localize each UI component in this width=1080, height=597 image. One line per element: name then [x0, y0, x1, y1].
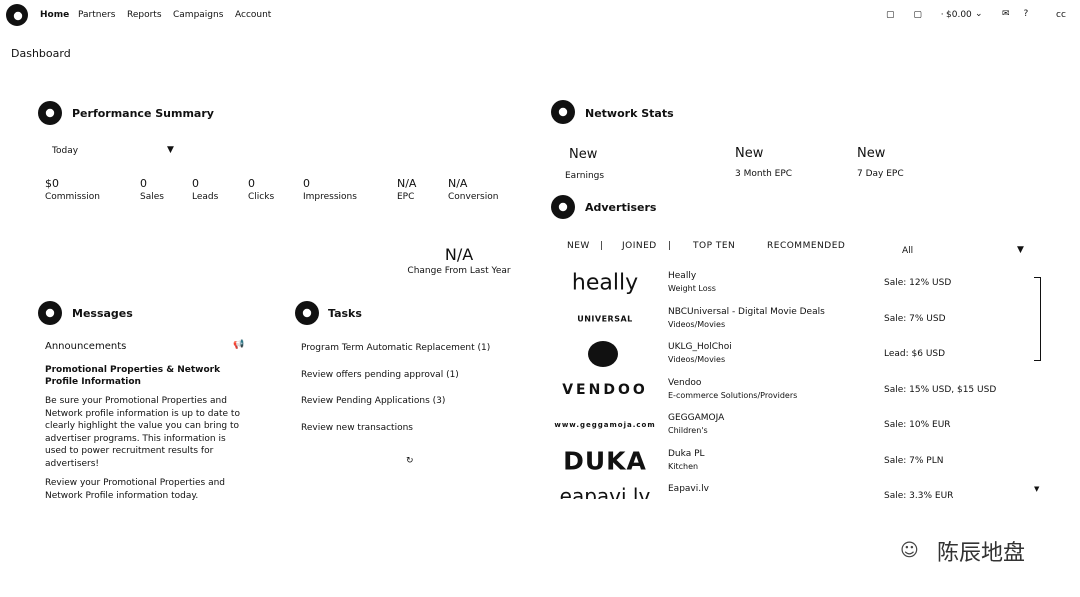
balance-caret[interactable]: ⌄ — [975, 9, 983, 19]
section-title: Tasks — [328, 307, 362, 320]
advertiser-logo: eapavi.lv — [559, 484, 651, 499]
change-label: Change From Last Year — [407, 266, 511, 276]
metric-label: Leads — [192, 192, 219, 202]
announcement-title: Promotional Properties & Network Profile… — [45, 365, 221, 387]
advertiser-offer: Sale: 10% EUR — [884, 420, 951, 430]
metric-value: 0 — [248, 177, 255, 190]
metric-value: 0 — [192, 177, 199, 190]
megaphone-icon: 📢 — [233, 340, 245, 350]
messages-icon — [38, 301, 62, 325]
advertiser-logo: UNIVERSAL — [577, 314, 633, 323]
tab-divider: | — [600, 241, 604, 251]
tab[interactable]: TOP TEN — [693, 241, 736, 251]
advertiser-logo: www.geggamoja.com — [554, 421, 656, 429]
metric-label: EPC — [397, 192, 415, 202]
task-item[interactable]: Review offers pending approval (1) — [301, 369, 459, 380]
advertiser-name[interactable]: UKLG_HolChoi — [668, 342, 732, 352]
advertiser-category: Weight Loss — [668, 284, 716, 293]
metric-value: N/A — [448, 177, 468, 190]
nav-item[interactable]: Reports — [127, 10, 162, 20]
task-item[interactable]: Review Pending Applications (3) — [301, 396, 446, 407]
stat-label: Earnings — [565, 171, 605, 181]
advertiser-logo — [588, 341, 618, 367]
select-caret[interactable]: ▼ — [1017, 245, 1024, 255]
scrollbar[interactable] — [1034, 277, 1041, 361]
advertiser-category: Videos/Movies — [668, 319, 726, 329]
advertiser-offer: Sale: 3.3% EUR — [884, 491, 954, 499]
stat-label: 7 Day EPC — [857, 169, 904, 179]
filter-select[interactable]: All — [902, 246, 914, 256]
stat-value: New — [735, 146, 764, 161]
nav-item[interactable]: Campaigns — [173, 10, 224, 20]
section-title: Advertisers — [585, 201, 657, 214]
stat-label: 3 Month EPC — [735, 169, 793, 179]
metric-label: Conversion — [448, 192, 499, 202]
advertiser-category: Kitchen — [668, 461, 699, 471]
tab[interactable]: RECOMMENDED — [767, 241, 846, 251]
advertiser-list: heally Heally Weight Loss Sale: 12% USD UNIV… — [550, 266, 1020, 500]
task-item[interactable]: Program Term Automatic Replacement (1) — [301, 343, 491, 353]
metric-value: $0 — [45, 177, 59, 190]
app-logo[interactable] — [6, 4, 28, 26]
scroll-down[interactable]: ▼ — [1034, 485, 1040, 493]
advertiser-category: Videos/Movies — [668, 355, 726, 364]
toolbar-icons[interactable]: ▢ ▢ · — [886, 10, 952, 20]
select-caret[interactable]: ▼ — [167, 145, 174, 155]
nav-item[interactable]: Account — [235, 10, 272, 20]
advertiser-offer: Sale: 7% PLN — [884, 455, 944, 466]
advertiser-name[interactable]: Duka PL — [668, 448, 705, 459]
nav-item[interactable]: Home — [40, 10, 70, 20]
advertiser-name[interactable]: Heally — [668, 271, 697, 281]
tab-divider: | — [668, 241, 672, 251]
advertiser-category: Children's — [668, 426, 708, 435]
advertiser-offer: Lead: $6 USD — [884, 349, 946, 359]
stat-value: New — [857, 146, 886, 161]
nav-item[interactable]: Partners — [78, 10, 116, 20]
metric-value: 0 — [140, 177, 147, 190]
watermark-icon: ☺ — [900, 540, 919, 561]
announcements-heading: Announcements — [45, 341, 127, 352]
metric-label: Commission — [45, 192, 100, 202]
paragraph: Review your Promotional Properties and N… — [45, 478, 226, 501]
metric-label: Impressions — [303, 192, 357, 202]
advertiser-offer: Sale: 15% USD, $15 USD — [884, 384, 997, 395]
performance-icon — [38, 101, 62, 125]
stat-value: New — [569, 147, 598, 162]
section-title: Network Stats — [585, 107, 674, 120]
advertiser-category: E-commerce Solutions/Providers — [668, 390, 798, 400]
metric-label: Sales — [140, 192, 164, 202]
page-title: Dashboard — [11, 47, 71, 60]
tab[interactable]: JOINED — [622, 241, 657, 251]
advertiser-logo: DUKA — [563, 446, 647, 475]
network-icon — [551, 100, 575, 124]
metric-value: 0 — [303, 177, 310, 190]
metric-value: N/A — [397, 177, 417, 190]
advertiser-offer: Sale: 12% USD — [884, 278, 952, 288]
metric-label: Clicks — [248, 192, 275, 202]
advertiser-name[interactable]: GEGGAMOJA — [668, 413, 725, 423]
advertiser-name[interactable]: NBCUniversal - Digital Movie Deals — [668, 306, 825, 317]
spinner: ↻ — [406, 456, 414, 466]
advertiser-logo: VENDOO — [562, 381, 648, 398]
header-icons[interactable]: ✉? — [1002, 9, 1043, 19]
user-menu[interactable]: cc — [1056, 10, 1066, 20]
balance[interactable]: $0.00 — [946, 10, 972, 20]
advertiser-logo: heally — [571, 270, 639, 296]
section-title: Messages — [72, 307, 133, 320]
advertiser-name[interactable]: Vendoo — [668, 377, 702, 388]
period-select[interactable]: Today — [52, 146, 79, 156]
advertiser-name[interactable]: Eapavi.lv — [668, 484, 709, 494]
watermark: 陈辰地盘 — [937, 541, 1026, 566]
advertisers-icon — [551, 195, 575, 219]
tasks-icon — [295, 301, 319, 325]
paragraph: Be sure your Promotional Properties and … — [45, 396, 240, 469]
section-title: Performance Summary — [72, 107, 214, 120]
change-value: N/A — [444, 245, 474, 264]
advertiser-offer: Sale: 7% USD — [884, 313, 946, 324]
task-item[interactable]: Review new transactions — [301, 423, 413, 434]
tab[interactable]: NEW — [567, 241, 590, 251]
